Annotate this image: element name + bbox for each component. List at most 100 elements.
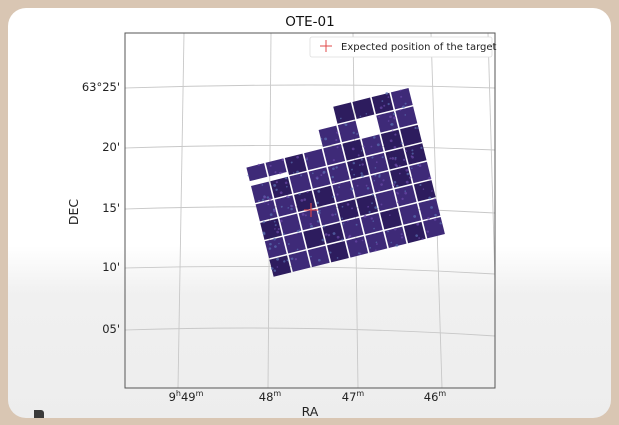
- mosaic-speck: [399, 89, 402, 92]
- mosaic-speck: [373, 227, 375, 230]
- mosaic-speck: [341, 217, 343, 220]
- mosaic-speck: [331, 175, 334, 179]
- mosaic-speck: [322, 225, 326, 228]
- mosaic-speck: [361, 163, 364, 166]
- mosaic-speck: [411, 149, 414, 152]
- x-axis-title: RA: [302, 404, 319, 418]
- chart-frame: OTE-01 63°25' 20' 15' 10' 05' 9h49m 48m 47m 46m…: [8, 8, 611, 418]
- mosaic-speck: [418, 164, 422, 167]
- mosaic-speck: [305, 158, 308, 161]
- mosaic-speck: [346, 203, 350, 206]
- mosaic-tile-43: [403, 221, 426, 244]
- mosaic-tile-15: [370, 171, 393, 193]
- mosaic-speck: [387, 120, 390, 122]
- mosaic-speck: [261, 184, 264, 186]
- mosaic-speck: [257, 163, 260, 166]
- mosaic-speck: [383, 104, 386, 107]
- mosaic-speck: [389, 214, 391, 216]
- mosaic-speck: [390, 123, 394, 126]
- mosaic-speck: [280, 205, 283, 208]
- mosaic-speck: [316, 177, 319, 180]
- mosaic-speck: [273, 184, 277, 187]
- mosaic-speck: [393, 181, 397, 184]
- mosaic-speck: [433, 218, 437, 221]
- mosaic-speck: [270, 267, 274, 270]
- mosaic-tile-10: [274, 195, 297, 217]
- mosaic-speck: [341, 238, 344, 241]
- mosaic-speck: [290, 207, 293, 211]
- target-position-marker: [304, 203, 318, 217]
- mosaic-speck: [359, 115, 362, 118]
- mosaic-speck: [304, 214, 307, 217]
- x-tick-label: 9h49m: [169, 389, 204, 404]
- mosaic-tile-42: [384, 226, 407, 248]
- mosaic-tile-3: [308, 167, 331, 189]
- mosaic-tile-37: [288, 250, 311, 272]
- mosaic-speck: [396, 201, 400, 204]
- mosaic-speck: [433, 198, 436, 201]
- mosaic-speck: [278, 171, 282, 175]
- mosaic-speck: [363, 145, 366, 148]
- mosaic-speck: [428, 176, 432, 180]
- mosaic-speck: [279, 191, 283, 195]
- mosaic-speck: [387, 96, 390, 98]
- mosaic-speck: [285, 185, 288, 188]
- mosaic-speck: [365, 184, 368, 187]
- mosaic-speck: [374, 249, 377, 252]
- mosaic-speck: [378, 116, 380, 118]
- mosaic-tile-61: [390, 87, 413, 110]
- mosaic-speck: [317, 190, 321, 193]
- mosaic-tile-9: [255, 200, 278, 222]
- mosaic-tile-56: [246, 163, 268, 182]
- mosaic-speck: [339, 117, 342, 120]
- mosaic-speck: [335, 139, 338, 142]
- mosaic-speck: [380, 203, 383, 206]
- mosaic-speck: [286, 259, 289, 262]
- mosaic-speck: [360, 174, 364, 178]
- mosaic-speck: [332, 159, 336, 162]
- mosaic-tile-45: [284, 153, 307, 175]
- mosaic-speck: [273, 237, 276, 241]
- mosaic-speck: [336, 146, 339, 149]
- mosaic-tile-32: [360, 212, 383, 235]
- mosaic-speck: [381, 156, 384, 159]
- mosaic-speck: [311, 172, 314, 175]
- mosaic-tile-29: [303, 227, 326, 249]
- mosaic-speck: [357, 154, 360, 157]
- mosaic-speck: [276, 230, 280, 234]
- mosaic-tile-19: [279, 213, 302, 236]
- mosaic-speck: [287, 207, 290, 209]
- mosaic-speck: [372, 136, 376, 139]
- mosaic-tile-24: [375, 189, 398, 212]
- mosaic-speck: [283, 260, 286, 263]
- mosaic-speck: [427, 217, 430, 220]
- mosaic-speck: [389, 157, 392, 160]
- mosaic-speck: [358, 164, 361, 166]
- mosaic-tile-26: [413, 180, 436, 202]
- sky-mosaic-chart: OTE-01 63°25' 20' 15' 10' 05' 9h49m 48m 47m 46m…: [66, 14, 497, 418]
- corner-handle: [34, 410, 44, 418]
- mosaic-speck: [354, 240, 358, 243]
- mosaic-speck: [310, 255, 312, 258]
- mosaic-tile-58: [333, 102, 356, 124]
- mosaic-speck: [405, 168, 409, 172]
- mosaic-speck: [332, 195, 335, 198]
- mosaic-tile-36: [269, 255, 292, 277]
- mosaic-speck: [322, 170, 326, 174]
- mosaic-speck: [309, 222, 312, 226]
- mosaic-speck: [294, 258, 298, 261]
- mosaic-tile-51: [400, 124, 422, 147]
- mosaic-speck: [273, 269, 277, 272]
- mosaic-speck: [398, 165, 401, 168]
- mosaic-speck: [284, 181, 288, 185]
- mosaic-speck: [338, 183, 341, 185]
- mosaic-speck: [353, 173, 356, 176]
- mosaic-speck: [374, 174, 377, 177]
- mosaic-speck: [434, 213, 437, 217]
- mosaic-speck: [300, 199, 304, 202]
- mosaic-speck: [269, 164, 272, 167]
- mosaic-speck: [268, 197, 272, 201]
- mosaic-speck: [281, 158, 285, 162]
- mosaic-speck: [393, 146, 397, 149]
- mosaic-speck: [275, 200, 277, 202]
